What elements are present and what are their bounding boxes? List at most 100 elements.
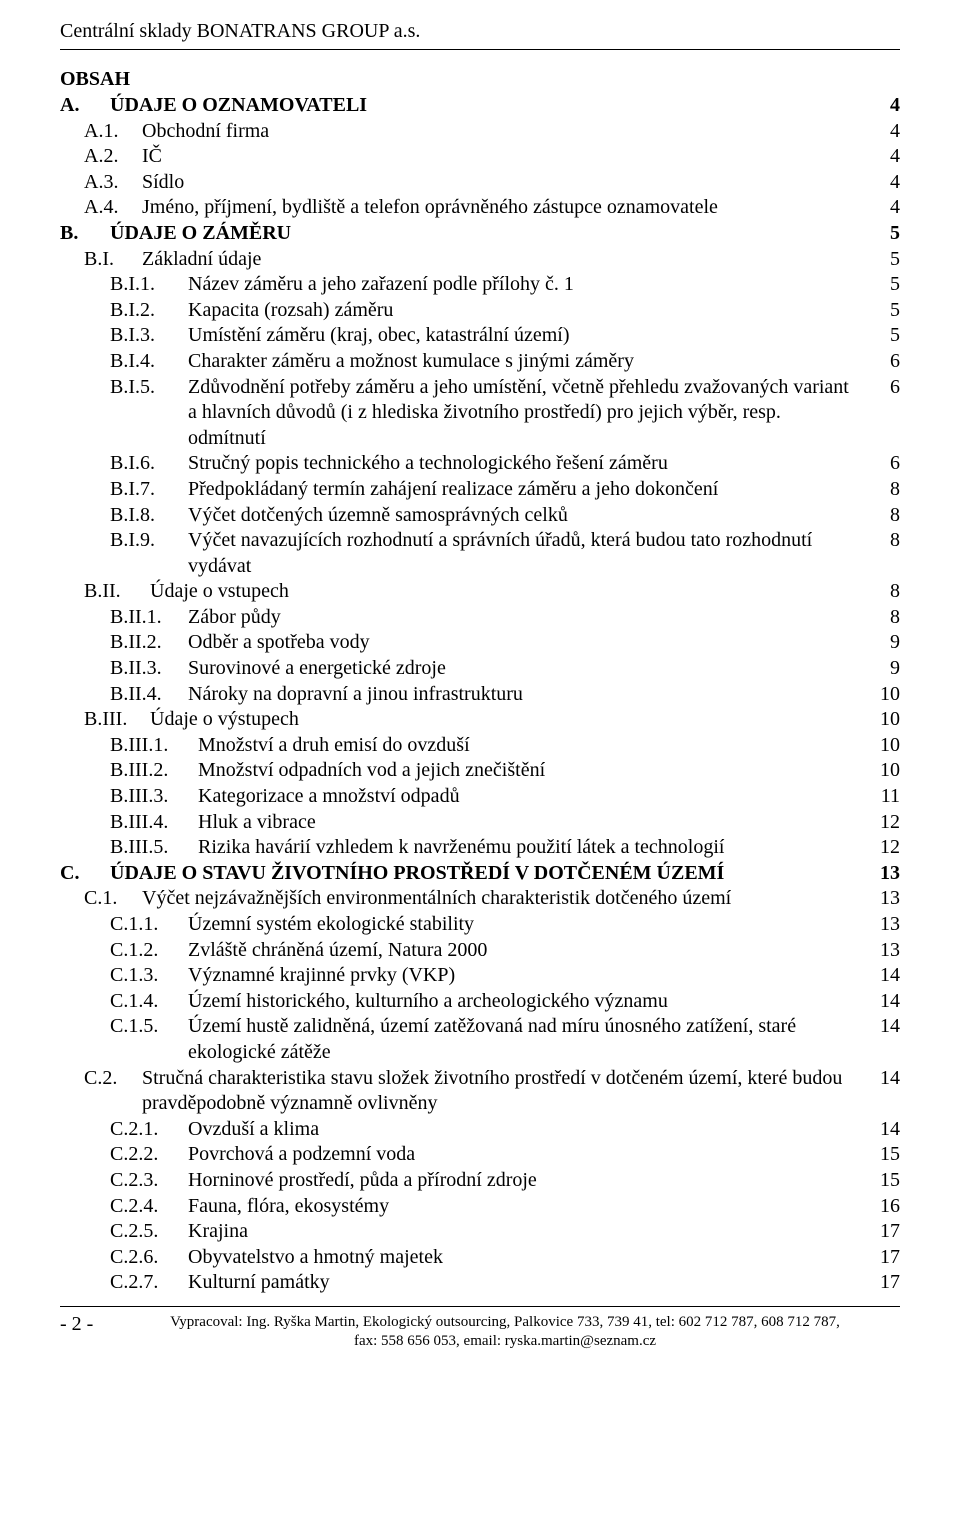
toc-number: B.III.2. (110, 758, 198, 784)
toc-row: B.II.2.Odběr a spotřeba vody9 (60, 630, 900, 656)
table-of-contents: A.ÚDAJE O OZNAMOVATELI4A.1.Obchodní firm… (60, 93, 900, 1296)
toc-page: 6 (870, 349, 900, 375)
toc-title: Údaje o výstupech (150, 707, 870, 733)
toc-title: Území hustě zalidněná, území zatěžovaná … (188, 1014, 870, 1065)
toc-title: Surovinové a energetické zdroje (188, 656, 870, 682)
toc-number: C.2.6. (110, 1245, 188, 1271)
toc-title: Území historického, kulturního a archeol… (188, 989, 870, 1015)
toc-page: 14 (870, 963, 900, 989)
toc-number: A. (60, 93, 110, 119)
toc-row: B.ÚDAJE O ZÁMĚRU5 (60, 221, 900, 247)
toc-row: C.2.5.Krajina17 (60, 1219, 900, 1245)
toc-row: C.1.5.Území hustě zalidněná, území zatěž… (60, 1014, 900, 1065)
toc-number: A.2. (84, 144, 142, 170)
toc-row: C.2.1.Ovzduší a klima14 (60, 1117, 900, 1143)
toc-page: 13 (870, 861, 900, 887)
toc-number: B.II.2. (110, 630, 188, 656)
toc-title: Stručný popis technického a technologick… (188, 451, 870, 477)
toc-title: Předpokládaný termín zahájení realizace … (188, 477, 870, 503)
toc-page: 16 (870, 1194, 900, 1220)
page-header: Centrální sklady BONATRANS GROUP a.s. (60, 20, 900, 43)
toc-number: B.I.6. (110, 451, 188, 477)
toc-title: Hluk a vibrace (198, 810, 870, 836)
toc-title: Zdůvodnění potřeby záměru a jeho umístěn… (188, 375, 870, 452)
toc-title: Výčet nejzávažnějších environmentálních … (142, 886, 870, 912)
toc-number: C.2.4. (110, 1194, 188, 1220)
toc-row: B.I.8.Výčet dotčených územně samosprávný… (60, 503, 900, 529)
toc-row: B.I.1.Název záměru a jeho zařazení podle… (60, 272, 900, 298)
toc-number: C.1. (84, 886, 142, 912)
toc-row: B.I.3.Umístění záměru (kraj, obec, katas… (60, 323, 900, 349)
toc-title: Charakter záměru a možnost kumulace s ji… (188, 349, 870, 375)
toc-row: B.I.5.Zdůvodnění potřeby záměru a jeho u… (60, 375, 900, 452)
toc-row: B.III.3.Kategorizace a množství odpadů11 (60, 784, 900, 810)
toc-page: 9 (870, 630, 900, 656)
toc-number: C.1.4. (110, 989, 188, 1015)
toc-title: Zábor půdy (188, 605, 870, 631)
toc-row: A.2.IČ4 (60, 144, 900, 170)
toc-number: C.1.1. (110, 912, 188, 938)
toc-title: Kapacita (rozsah) záměru (188, 298, 870, 324)
footer-line-2: fax: 558 656 053, email: ryska.martin@se… (354, 1333, 656, 1349)
toc-page: 17 (870, 1219, 900, 1245)
toc-page: 5 (870, 298, 900, 324)
toc-row: B.II.3.Surovinové a energetické zdroje9 (60, 656, 900, 682)
toc-page: 5 (870, 323, 900, 349)
toc-row: C.2.7.Kulturní památky17 (60, 1270, 900, 1296)
toc-row: B.II.Údaje o vstupech8 (60, 579, 900, 605)
toc-number: A.3. (84, 170, 142, 196)
toc-page: 6 (870, 451, 900, 477)
toc-number: C.2.3. (110, 1168, 188, 1194)
toc-row: B.II.4.Nároky na dopravní a jinou infras… (60, 682, 900, 708)
toc-title: Množství a druh emisí do ovzduší (198, 733, 870, 759)
toc-number: B.III.3. (110, 784, 198, 810)
document-page: Centrální sklady BONATRANS GROUP a.s. OB… (0, 0, 960, 1382)
toc-title: Kategorizace a množství odpadů (198, 784, 870, 810)
toc-page: 6 (870, 375, 900, 401)
toc-number: B.II. (84, 579, 150, 605)
toc-row: B.I.9.Výčet navazujících rozhodnutí a sp… (60, 528, 900, 579)
toc-page: 9 (870, 656, 900, 682)
toc-title: Krajina (188, 1219, 870, 1245)
toc-number: C.1.5. (110, 1014, 188, 1040)
toc-row: C.1.2.Zvláště chráněná území, Natura 200… (60, 938, 900, 964)
footer-rule (60, 1306, 900, 1307)
toc-number: C.2.2. (110, 1142, 188, 1168)
toc-title: Množství odpadních vod a jejich znečiště… (198, 758, 870, 784)
toc-number: A.4. (84, 195, 142, 221)
toc-row: C.1.3.Významné krajinné prvky (VKP)14 (60, 963, 900, 989)
toc-row: B.III.Údaje o výstupech10 (60, 707, 900, 733)
toc-number: B.I.8. (110, 503, 188, 529)
toc-number: C.2. (84, 1066, 142, 1092)
toc-number: C. (60, 861, 110, 887)
toc-page: 10 (870, 733, 900, 759)
toc-title: Stručná charakteristika stavu složek živ… (142, 1066, 870, 1117)
toc-row: C.2.Stručná charakteristika stavu složek… (60, 1066, 900, 1117)
toc-row: B.I.4.Charakter záměru a možnost kumulac… (60, 349, 900, 375)
toc-title: Sídlo (142, 170, 870, 196)
page-footer: - 2 - Vypracoval: Ing. Ryška Martin, Eko… (60, 1313, 900, 1352)
toc-row: B.III.2.Množství odpadních vod a jejich … (60, 758, 900, 784)
toc-row: B.I.Základní údaje5 (60, 247, 900, 273)
toc-page: 12 (870, 810, 900, 836)
toc-page: 5 (870, 272, 900, 298)
toc-number: C.1.2. (110, 938, 188, 964)
toc-row: A.4.Jméno, příjmení, bydliště a telefon … (60, 195, 900, 221)
toc-page: 10 (870, 707, 900, 733)
toc-row: B.I.6.Stručný popis technického a techno… (60, 451, 900, 477)
toc-page: 11 (870, 784, 900, 810)
toc-row: A.ÚDAJE O OZNAMOVATELI4 (60, 93, 900, 119)
toc-title: Rizika havárií vzhledem k navrženému pou… (198, 835, 870, 861)
toc-page: 5 (870, 221, 900, 247)
toc-title: Nároky na dopravní a jinou infrastruktur… (188, 682, 870, 708)
toc-number: C.2.1. (110, 1117, 188, 1143)
toc-page: 17 (870, 1270, 900, 1296)
toc-title: Zvláště chráněná území, Natura 2000 (188, 938, 870, 964)
toc-number: B.III.5. (110, 835, 198, 861)
toc-page: 17 (870, 1245, 900, 1271)
toc-page: 4 (870, 144, 900, 170)
toc-number: B.I.2. (110, 298, 188, 324)
toc-title: Obchodní firma (142, 119, 870, 145)
toc-title: Horninové prostředí, půda a přírodní zdr… (188, 1168, 870, 1194)
toc-title: Základní údaje (142, 247, 870, 273)
